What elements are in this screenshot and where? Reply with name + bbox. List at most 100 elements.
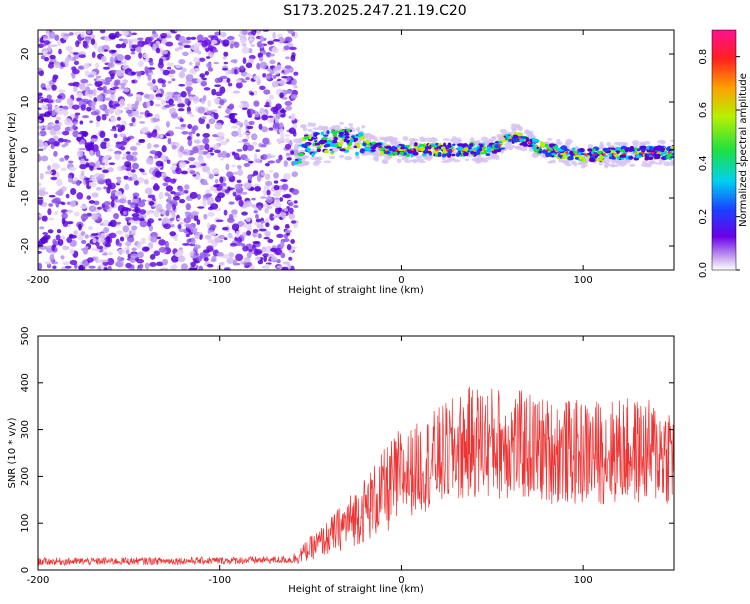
spectrogram-noise-blob xyxy=(78,65,85,70)
spectrogram-halo-blob xyxy=(301,155,310,159)
spectrogram-noise-blob xyxy=(42,87,47,90)
spectrogram-noise-blob xyxy=(206,110,212,115)
spectrogram-noise-blob xyxy=(80,170,85,177)
snr-ytick-label: 400 xyxy=(20,373,31,392)
spectrogram-noise-blob xyxy=(241,30,248,36)
spectrogram-noise-blob xyxy=(252,240,261,245)
spectrogram-noise-blob xyxy=(210,203,219,210)
spectrogram-noise-blob xyxy=(68,82,76,86)
spectrogram-halo-blob xyxy=(613,141,621,146)
spectrogram-signal-blob xyxy=(452,143,456,146)
spectrogram-noise-blob xyxy=(284,193,292,199)
spectrogram-noise-blob xyxy=(95,160,101,166)
spectrogram-noise-blob xyxy=(226,36,235,40)
spectrogram-noise-blob xyxy=(67,174,73,179)
spectrogram-noise-blob xyxy=(71,73,76,79)
spectrogram-noise-blob xyxy=(127,253,132,259)
spectrogram-ytick-label: 0 xyxy=(20,147,31,153)
spectrogram-noise-blob xyxy=(116,54,124,62)
spectrogram-halo-blob xyxy=(328,155,336,160)
spectrogram-noise-blob xyxy=(265,51,272,58)
spectrogram-noise-blob xyxy=(202,116,207,120)
spectrogram-halo-blob xyxy=(562,159,570,164)
spectrogram-noise-blob xyxy=(72,130,80,138)
snr-xtick-label: -100 xyxy=(208,575,231,586)
spectrogram-noise-blob xyxy=(102,219,109,226)
spectrogram-peak-dot xyxy=(555,150,559,153)
spectrogram-halo-blob xyxy=(632,142,639,148)
spectrogram-noise-blob xyxy=(162,217,169,225)
spectrogram-signal-blob xyxy=(384,145,392,150)
spectrogram-noise-blob xyxy=(80,104,86,111)
spectrogram-noise-blob xyxy=(115,260,124,268)
snr-xtick-label: -200 xyxy=(27,575,50,586)
spectrogram-noise-blob xyxy=(48,203,54,207)
spectrogram-noise-blob xyxy=(96,115,101,122)
spectrogram-noise-blob xyxy=(204,234,212,240)
spectrogram-halo-blob xyxy=(369,136,378,140)
spectrogram-noise-blob xyxy=(284,229,292,234)
spectrogram-noise-blob xyxy=(178,221,184,225)
spectrogram-signal-blob xyxy=(346,128,351,133)
spectrogram-noise-blob xyxy=(50,176,58,180)
spectrogram-noise-blob xyxy=(242,231,247,238)
spectrogram-noise-blob xyxy=(260,144,267,148)
spectrogram-noise-blob xyxy=(47,45,52,53)
spectrogram-noise-blob xyxy=(55,131,63,135)
spectrogram-noise-blob xyxy=(265,75,271,80)
spectrogram-noise-blob xyxy=(293,200,298,204)
spectrogram-signal-blob xyxy=(640,145,647,150)
spectrogram-noise-blob xyxy=(91,192,99,198)
spectrogram-noise-blob xyxy=(213,112,219,120)
snr-xtick-label: 100 xyxy=(574,575,593,586)
spectrogram-noise-blob xyxy=(119,98,125,105)
spectrogram-halo-blob xyxy=(322,125,329,131)
spectrogram-noise-blob xyxy=(158,218,162,221)
spectrogram-noise-blob xyxy=(109,94,116,100)
spectrogram-halo-blob xyxy=(344,156,353,161)
spectrogram-noise-blob xyxy=(103,267,108,270)
spectrogram-noise-blob xyxy=(193,57,200,63)
spectrogram-noise-blob xyxy=(231,125,239,129)
spectrogram-noise-blob xyxy=(95,120,100,128)
spectrogram-noise-blob xyxy=(139,209,147,215)
spectrogram-noise-blob xyxy=(252,228,259,233)
spectrogram-peak-dot xyxy=(490,148,494,152)
spectrogram-noise-blob xyxy=(152,79,156,85)
spectrogram-noise-blob xyxy=(86,257,94,263)
spectrogram-halo-blob xyxy=(361,152,367,156)
spectrogram-signal-blob xyxy=(374,142,382,147)
spectrogram-noise-blob xyxy=(260,220,266,224)
spectrogram-noise-blob xyxy=(124,54,131,61)
spectrogram-noise-blob xyxy=(117,248,126,255)
spectrogram-noise-blob xyxy=(152,43,157,51)
spectrogram-signal-blob xyxy=(431,143,435,147)
spectrogram-noise-blob xyxy=(82,40,88,48)
snr-ticks: -200 -100 0 100 0 100 200 300 400 500 xyxy=(20,326,674,586)
spectrogram-noise-blob xyxy=(199,158,205,164)
spectrogram-noise-blob xyxy=(103,227,110,234)
spectrogram-noise-blob xyxy=(244,200,253,207)
spectrogram-noise-blob xyxy=(286,157,292,161)
spectrogram-noise-blob xyxy=(273,197,280,201)
spectrogram-noise-blob xyxy=(164,176,172,183)
spectrogram-noise-blob xyxy=(65,45,73,52)
spectrogram-noise-blob xyxy=(113,103,121,107)
spectrogram-noise-blob xyxy=(177,255,186,263)
spectrogram-signal-blob xyxy=(391,145,396,150)
spectrogram-noise-blob xyxy=(260,196,267,199)
spectrogram-noise-blob xyxy=(91,51,96,59)
spectrogram-noise-blob xyxy=(123,58,127,66)
spectrogram-noise-blob xyxy=(115,230,124,235)
spectrogram-noise-blob xyxy=(99,105,104,111)
spectrogram-noise-blob xyxy=(178,59,186,65)
spectrogram-noise-blob xyxy=(96,167,102,171)
spectrogram-noise-blob xyxy=(104,76,113,83)
spectrogram-noise-blob xyxy=(108,107,115,114)
spectrogram-noise-blob xyxy=(162,182,169,187)
spectrogram-noise-blob xyxy=(131,79,136,84)
spectrogram-noise-blob xyxy=(165,41,174,47)
spectrogram-noise-blob xyxy=(76,192,84,200)
spectrogram-noise-blob xyxy=(264,173,271,181)
spectrogram-signal-blob xyxy=(323,134,329,137)
